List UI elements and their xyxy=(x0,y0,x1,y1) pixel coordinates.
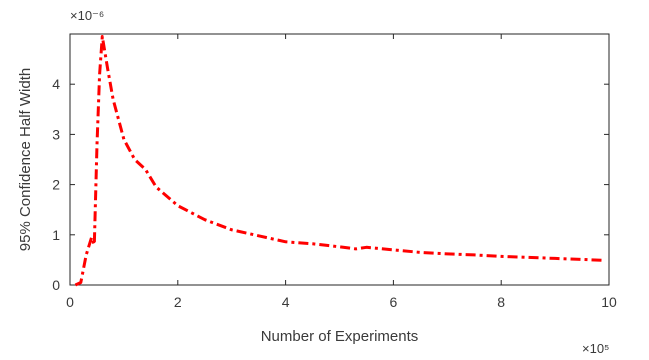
x-tick-label: 6 xyxy=(390,294,398,310)
x-axis-label: Number of Experiments xyxy=(261,328,419,345)
x-tick-label: 4 xyxy=(282,294,290,310)
x-tick-label: 0 xyxy=(66,294,74,310)
y-multiplier-label: ×10⁻⁶ xyxy=(70,8,104,23)
x-tick-label: 8 xyxy=(497,294,505,310)
y-tick-label: 0 xyxy=(52,277,60,293)
y-tick-label: 1 xyxy=(52,227,60,243)
y-tick-label: 4 xyxy=(52,76,60,92)
plot-area-frame xyxy=(69,33,610,286)
y-axis-label: 95% Confidence Half Width xyxy=(17,68,34,251)
x-multiplier-label: ×10⁵ xyxy=(582,341,609,356)
series-layer xyxy=(74,35,604,287)
x-tick-label: 10 xyxy=(601,294,617,310)
axis-ticks: 0 2 4 6 8 10 0 1 2 3 4 xyxy=(52,34,617,310)
y-tick-label: 2 xyxy=(52,177,60,193)
y-tick-label: 3 xyxy=(52,126,60,142)
series-line xyxy=(74,35,604,287)
x-tick-label: 2 xyxy=(174,294,182,310)
